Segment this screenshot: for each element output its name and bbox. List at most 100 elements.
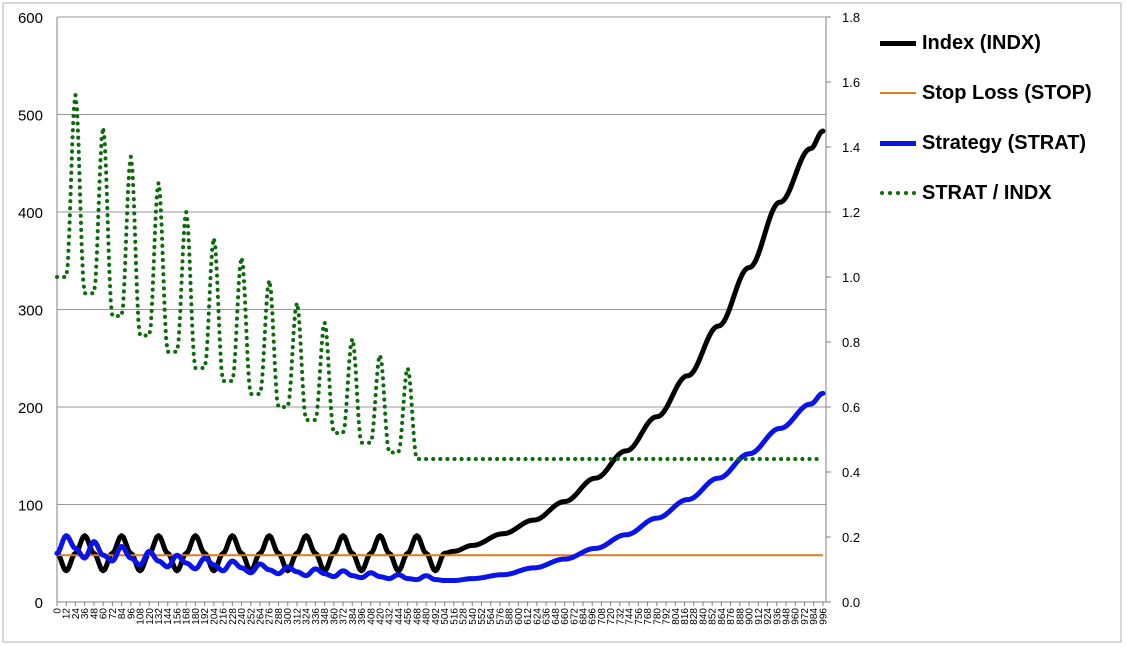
legend-label-strategy: Strategy (STRAT) <box>922 131 1087 154</box>
series-line-strategy-strat <box>54 390 826 584</box>
x-tick-label: 96 <box>126 608 137 620</box>
x-tick-label: 672 <box>569 608 580 625</box>
legend-item-stop-loss: Stop Loss (STOP) <box>880 68 1120 118</box>
x-tick-label: 564 <box>486 608 497 625</box>
x-tick-label: 624 <box>532 608 543 625</box>
x-tick-label: 0 <box>53 608 64 614</box>
x-tick-label: 876 <box>726 608 737 625</box>
x-tick-label: 300 <box>283 608 294 625</box>
x-tick-label: 456 <box>403 608 414 625</box>
x-tick-label: 912 <box>754 608 765 625</box>
x-tick-label: 144 <box>163 608 174 625</box>
x-tick-label: 120 <box>145 608 156 625</box>
legend-swatch-stop-loss <box>880 92 916 94</box>
series-line-strat-indx <box>55 93 825 461</box>
x-tick-label: 240 <box>237 608 248 625</box>
x-tick-label: 108 <box>136 608 147 625</box>
legend-label-ratio: STRAT / INDX <box>922 181 1052 204</box>
y-left-tick-label: 500 <box>18 108 43 125</box>
x-tick-label: 972 <box>800 608 811 625</box>
x-tick-label: 732 <box>615 608 626 625</box>
tick-labels: 01002003004005006000.00.20.40.60.81.01.2… <box>18 10 860 625</box>
y-left-tick-label: 400 <box>18 205 43 222</box>
x-tick-label: 984 <box>809 608 820 625</box>
y-left-tick-label: 200 <box>18 400 43 417</box>
x-tick-label: 960 <box>791 608 802 625</box>
x-tick-label: 264 <box>256 608 267 625</box>
x-tick-label: 660 <box>560 608 571 625</box>
x-tick-label: 576 <box>495 608 506 625</box>
x-tick-label: 612 <box>523 608 534 625</box>
x-tick-label: 84 <box>117 608 128 620</box>
y-right-tick-label: 0.4 <box>842 465 860 480</box>
x-tick-label: 648 <box>551 608 562 625</box>
x-tick-label: 840 <box>698 608 709 625</box>
x-tick-label: 288 <box>274 608 285 625</box>
x-tick-label: 480 <box>422 608 433 625</box>
x-tick-label: 360 <box>329 608 340 625</box>
x-tick-label: 756 <box>634 608 645 625</box>
x-tick-label: 324 <box>302 608 313 625</box>
x-tick-label: 48 <box>89 608 100 620</box>
x-tick-label: 888 <box>735 608 746 625</box>
x-tick-label: 720 <box>606 608 617 625</box>
x-tick-label: 36 <box>80 608 91 620</box>
x-tick-label: 204 <box>209 608 220 625</box>
x-tick-label: 900 <box>745 608 756 625</box>
x-tick-label: 636 <box>542 608 553 625</box>
x-tick-label: 684 <box>578 608 589 625</box>
x-tick-label: 924 <box>763 608 774 625</box>
x-tick-label: 384 <box>348 608 359 625</box>
x-tick-label: 516 <box>449 608 460 625</box>
y-left-tick-label: 300 <box>18 303 43 320</box>
x-tick-label: 312 <box>292 608 303 625</box>
x-tick-label: 468 <box>412 608 423 625</box>
x-tick-label: 936 <box>772 608 783 625</box>
legend-item-strategy: Strategy (STRAT) <box>880 118 1120 168</box>
y-right-tick-label: 0.2 <box>842 530 860 545</box>
x-tick-label: 24 <box>71 608 82 620</box>
legend-swatch-index <box>880 40 916 46</box>
x-tick-label: 540 <box>468 608 479 625</box>
axes <box>56 16 831 606</box>
x-tick-label: 744 <box>625 608 636 625</box>
legend-swatch-ratio <box>880 191 916 195</box>
x-tick-label: 852 <box>708 608 719 625</box>
x-tick-label: 864 <box>717 608 728 625</box>
x-tick-label: 60 <box>99 608 110 620</box>
x-tick-label: 996 <box>818 608 829 625</box>
y-right-tick-label: 1.6 <box>842 75 860 90</box>
y-right-tick-label: 1.8 <box>842 10 860 25</box>
x-tick-label: 804 <box>671 608 682 625</box>
x-tick-label: 12 <box>62 608 73 620</box>
y-right-tick-label: 1.2 <box>842 205 860 220</box>
x-tick-label: 600 <box>514 608 525 625</box>
x-tick-label: 816 <box>680 608 691 625</box>
x-tick-label: 348 <box>320 608 331 625</box>
y-left-tick-label: 0 <box>35 595 43 612</box>
y-right-tick-label: 0.8 <box>842 335 860 350</box>
x-tick-label: 432 <box>385 608 396 625</box>
x-tick-label: 336 <box>311 608 322 625</box>
x-tick-label: 528 <box>459 608 470 625</box>
legend-label-index: Index (INDX) <box>922 31 1041 54</box>
legend: Index (INDX) Stop Loss (STOP) Strategy (… <box>880 18 1120 218</box>
y-right-tick-label: 1.4 <box>842 140 860 155</box>
x-tick-label: 408 <box>366 608 377 625</box>
x-tick-label: 768 <box>643 608 654 625</box>
y-left-tick-label: 600 <box>18 10 43 27</box>
x-tick-label: 420 <box>375 608 386 625</box>
legend-label-stop-loss: Stop Loss (STOP) <box>922 81 1092 104</box>
y-left-tick-label: 100 <box>18 498 43 515</box>
x-tick-label: 132 <box>154 608 165 625</box>
x-tick-label: 552 <box>477 608 488 625</box>
legend-item-ratio: STRAT / INDX <box>880 168 1120 218</box>
x-tick-label: 948 <box>782 608 793 625</box>
series-layer <box>54 93 826 584</box>
x-tick-label: 792 <box>662 608 673 625</box>
x-tick-label: 72 <box>108 608 119 620</box>
x-tick-label: 252 <box>246 608 257 625</box>
